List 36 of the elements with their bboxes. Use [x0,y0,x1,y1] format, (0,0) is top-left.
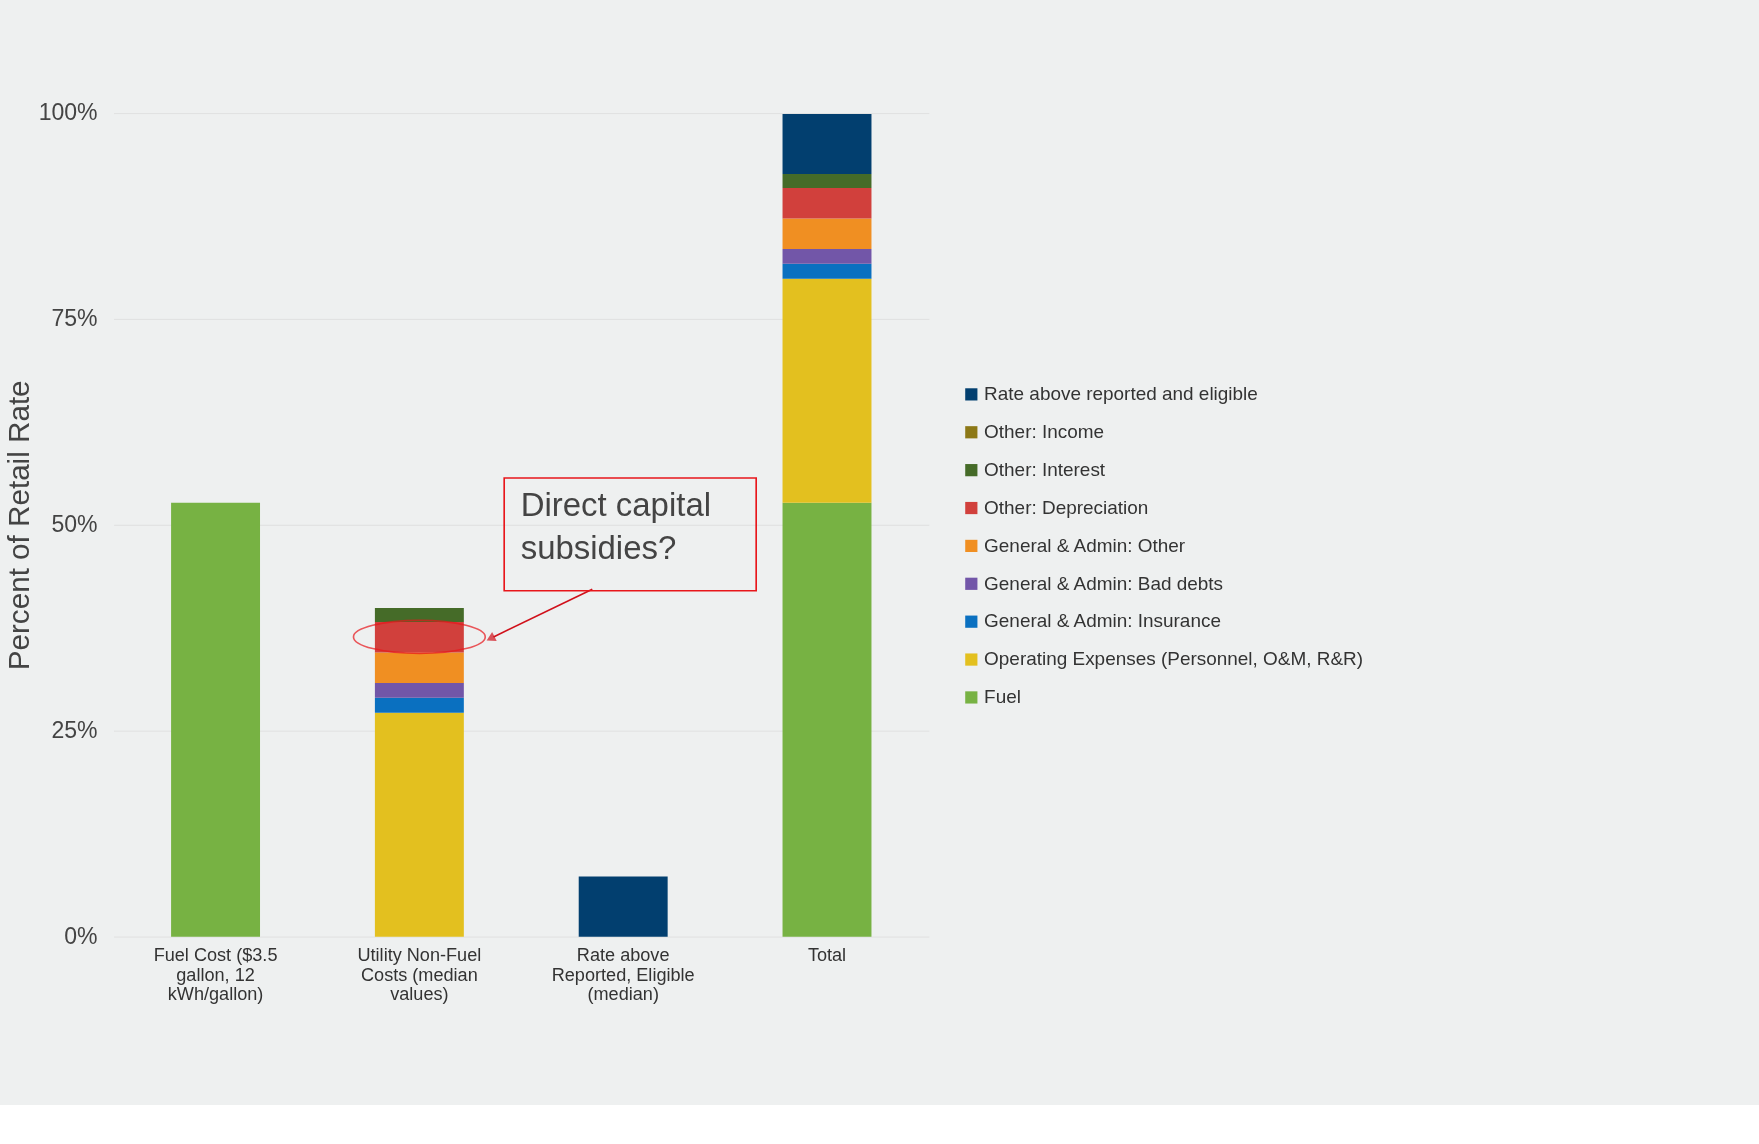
legend-label: Operating Expenses (Personnel, O&M, R&R) [984,648,1364,670]
bar [782,278,872,503]
legend-label: General & Admin: Other [984,534,1186,556]
bar [782,113,872,175]
bar [374,608,464,623]
legend-label: General & Admin: Insurance [984,610,1221,632]
legend-label: Rate above reported and eligible [984,383,1258,405]
annotation: Direct capital subsidies? [520,485,712,566]
bar [374,683,464,698]
y-axis-title: Percent of Retail Rate [1,380,35,671]
bar [171,502,261,937]
x-tick-label: Total [807,944,847,965]
bar [782,249,872,264]
y-tick-label: 0% [64,922,98,949]
x-tick-label: Utility Non-Fuel Costs (median values) [357,944,482,1005]
bar [374,622,464,653]
y-tick-label: 50% [51,510,98,537]
legend-label: Other: Income [984,421,1105,443]
bar [374,652,464,684]
bar [782,218,872,250]
legend-label: General & Admin: Bad debts [984,572,1224,594]
legend-label: Other: Depreciation [984,496,1149,518]
y-tick-label: 25% [51,716,98,743]
legend-label: Fuel [984,686,1021,708]
y-tick-label: 100% [38,99,98,126]
x-tick-label: Fuel Cost ($3.5 gallon, 12 kWh/gallon) [153,944,278,1005]
x-tick-label: Rate above Reported, Eligible (median) [551,944,695,1005]
bar [782,188,872,219]
bar [374,697,464,713]
bar [374,712,464,937]
bar [782,502,872,937]
bar [782,263,872,279]
bar [782,174,872,189]
legend-label: Other: Interest [984,458,1106,480]
bar [578,876,668,937]
y-tick-label: 75% [51,305,98,332]
